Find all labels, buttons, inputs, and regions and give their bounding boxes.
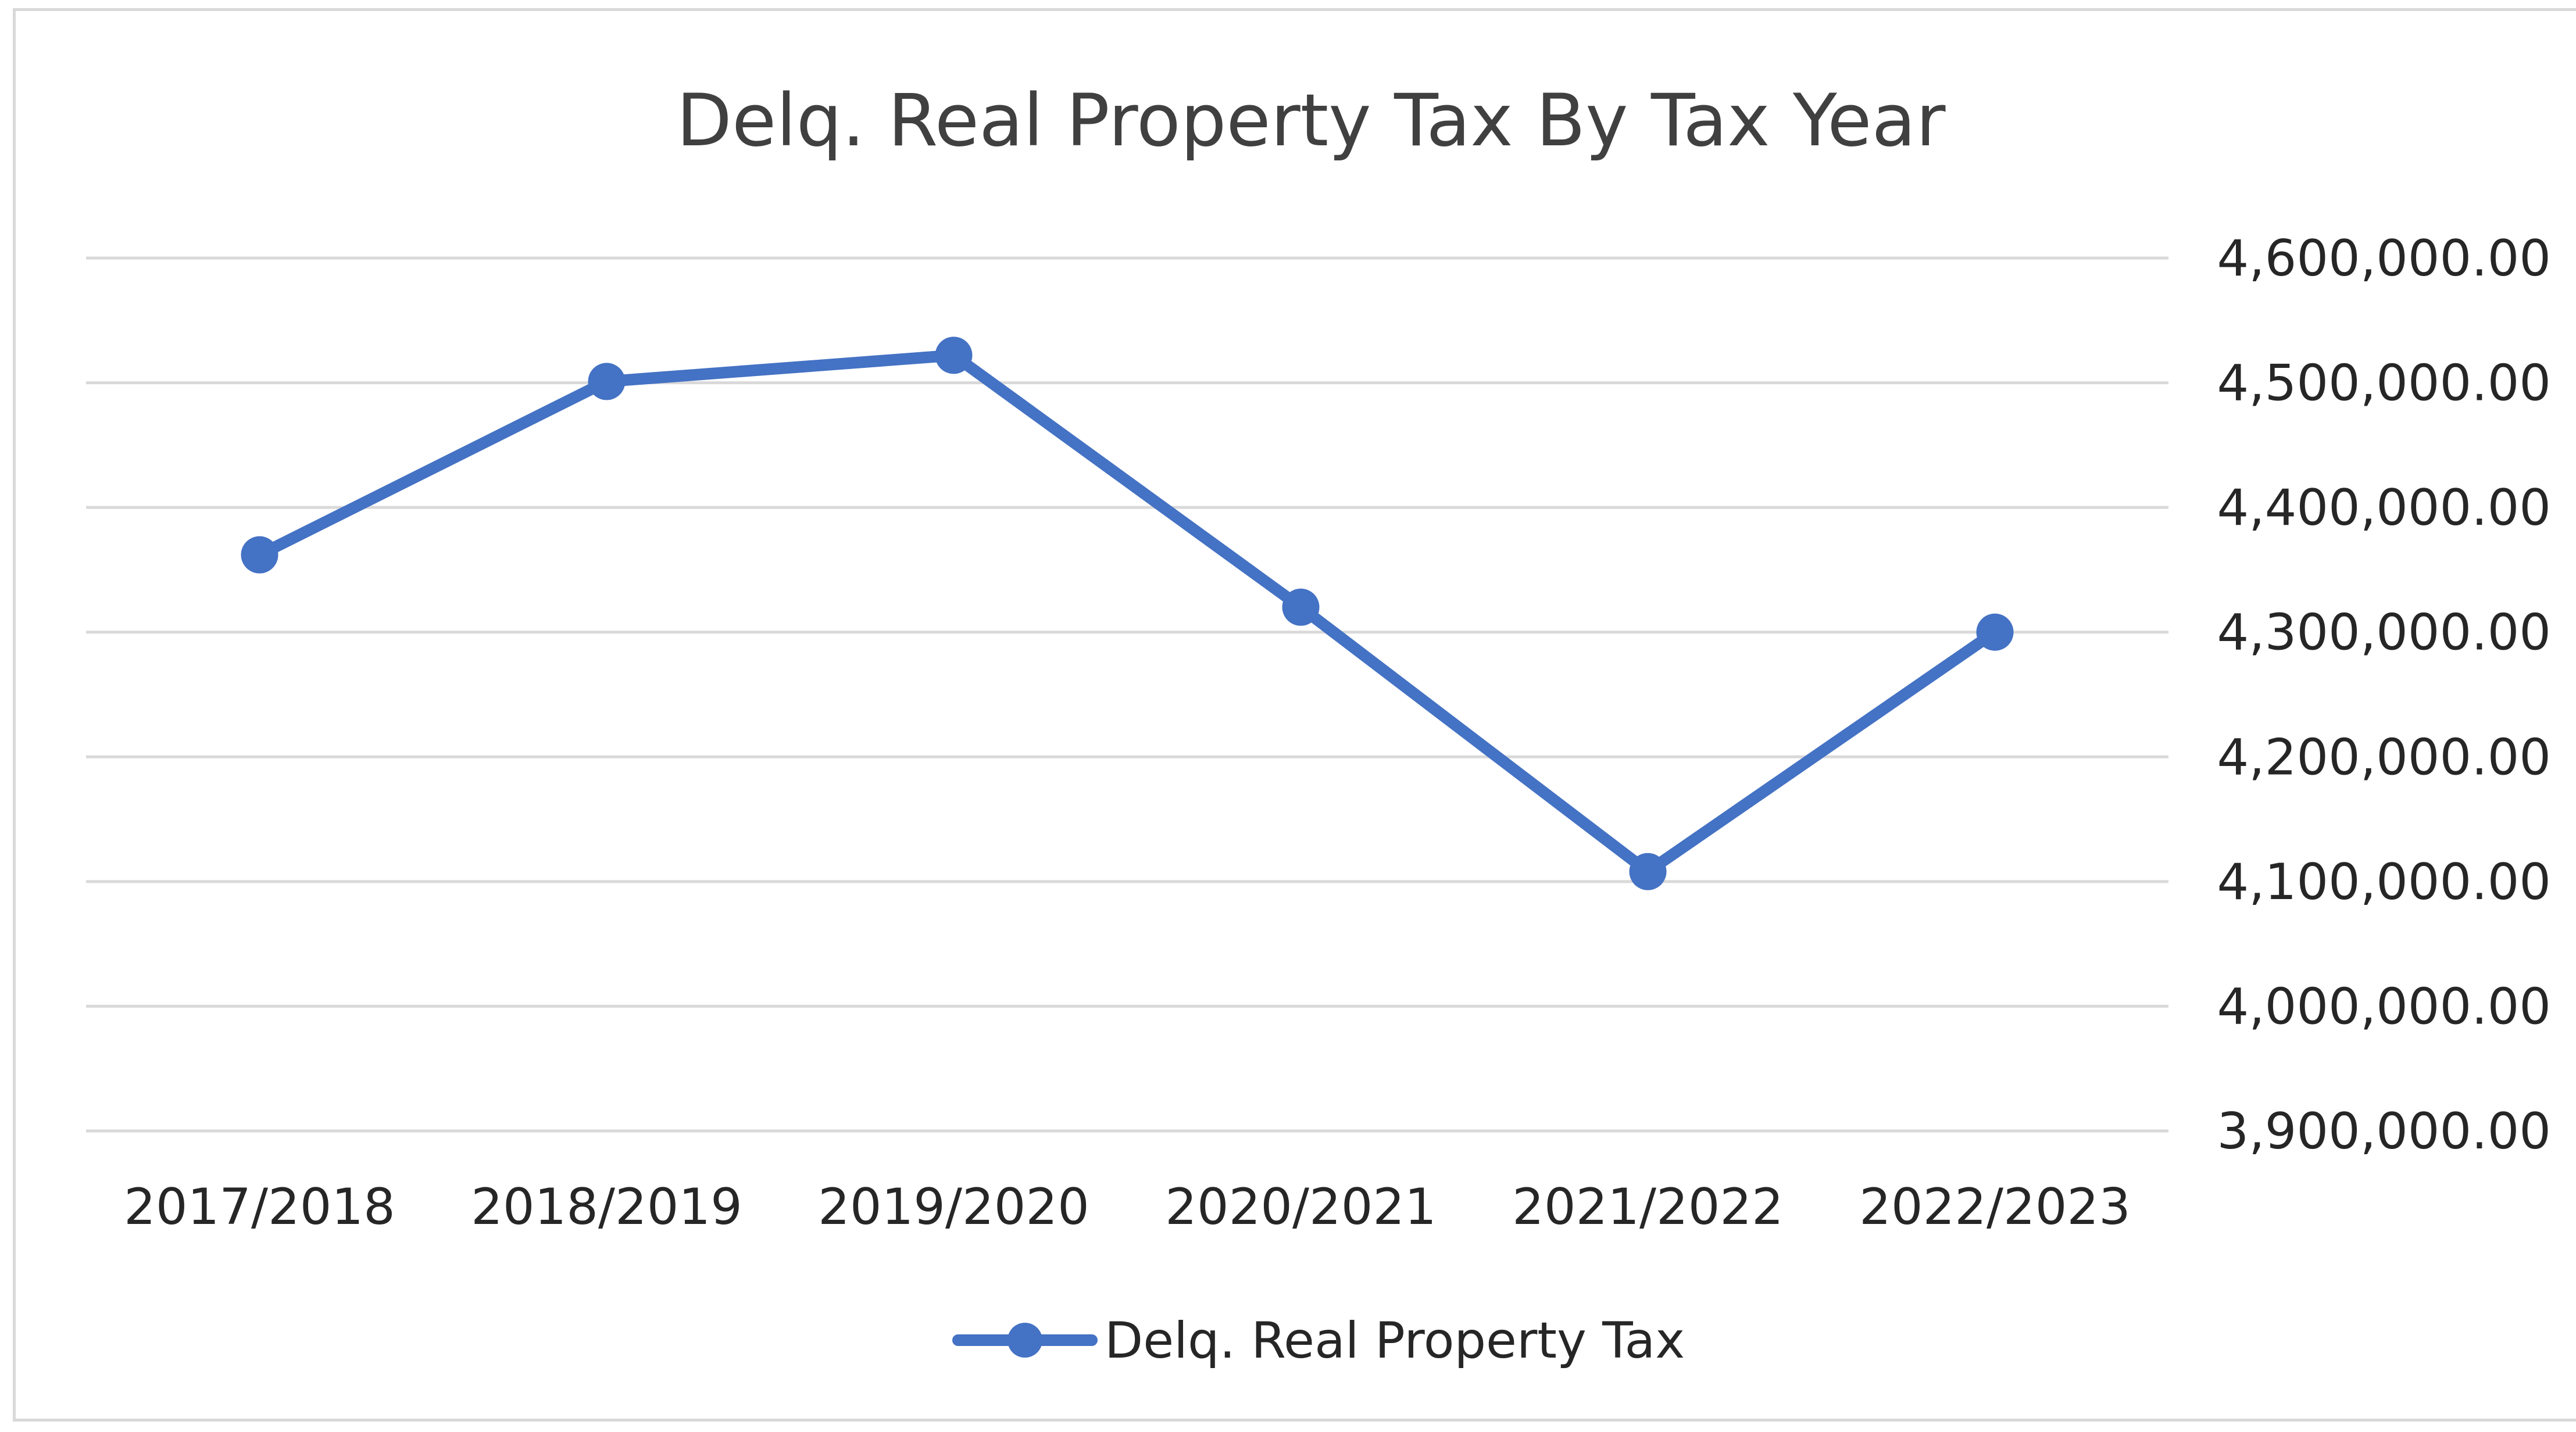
data-point[interactable] <box>1629 853 1667 890</box>
y-axis-tick-labels: 4,600,000.00 4,500,000.00 4,400,000.00 4,30… <box>2217 230 2551 1161</box>
data-point[interactable] <box>1976 613 2014 651</box>
y-tick-label: 4,300,000.00 <box>2217 604 2551 662</box>
x-tick-label: 2019/2020 <box>818 1178 1089 1236</box>
y-tick-label: 4,000,000.00 <box>2217 978 2551 1036</box>
y-tick-label: 4,500,000.00 <box>2217 355 2551 413</box>
y-tick-label: 4,100,000.00 <box>2217 853 2551 911</box>
chart-frame <box>13 8 2576 1422</box>
x-tick-label: 2022/2023 <box>1859 1178 2131 1236</box>
x-tick-label: 2021/2022 <box>1512 1178 1784 1236</box>
y-tick-label: 3,900,000.00 <box>2217 1102 2551 1161</box>
x-tick-label: 2020/2021 <box>1165 1178 1437 1236</box>
y-tick-label: 4,400,000.00 <box>2217 479 2551 537</box>
y-tick-label: 4,600,000.00 <box>2217 230 2551 288</box>
legend-label: Delq. Real Property Tax <box>1105 1312 1685 1370</box>
data-point[interactable] <box>935 336 973 374</box>
x-axis-tick-labels: 2017/2018 2018/2019 2019/2020 2020/2021 2021… <box>124 1178 2131 1236</box>
series-layer <box>241 336 2014 890</box>
chart-title: Delq. Real Property Tax By Tax Year <box>676 79 1945 163</box>
data-point[interactable] <box>1282 588 1320 626</box>
legend[interactable]: Delq. Real Property Tax <box>952 1312 1685 1370</box>
data-point[interactable] <box>588 363 626 400</box>
series-line <box>253 349 2001 878</box>
x-tick-label: 2018/2019 <box>471 1178 742 1236</box>
legend-dot-marker <box>1007 1323 1042 1358</box>
gridlines <box>86 256 2168 1133</box>
data-point[interactable] <box>241 536 278 574</box>
x-tick-label: 2017/2018 <box>124 1178 395 1236</box>
y-tick-label: 4,200,000.00 <box>2217 728 2551 786</box>
